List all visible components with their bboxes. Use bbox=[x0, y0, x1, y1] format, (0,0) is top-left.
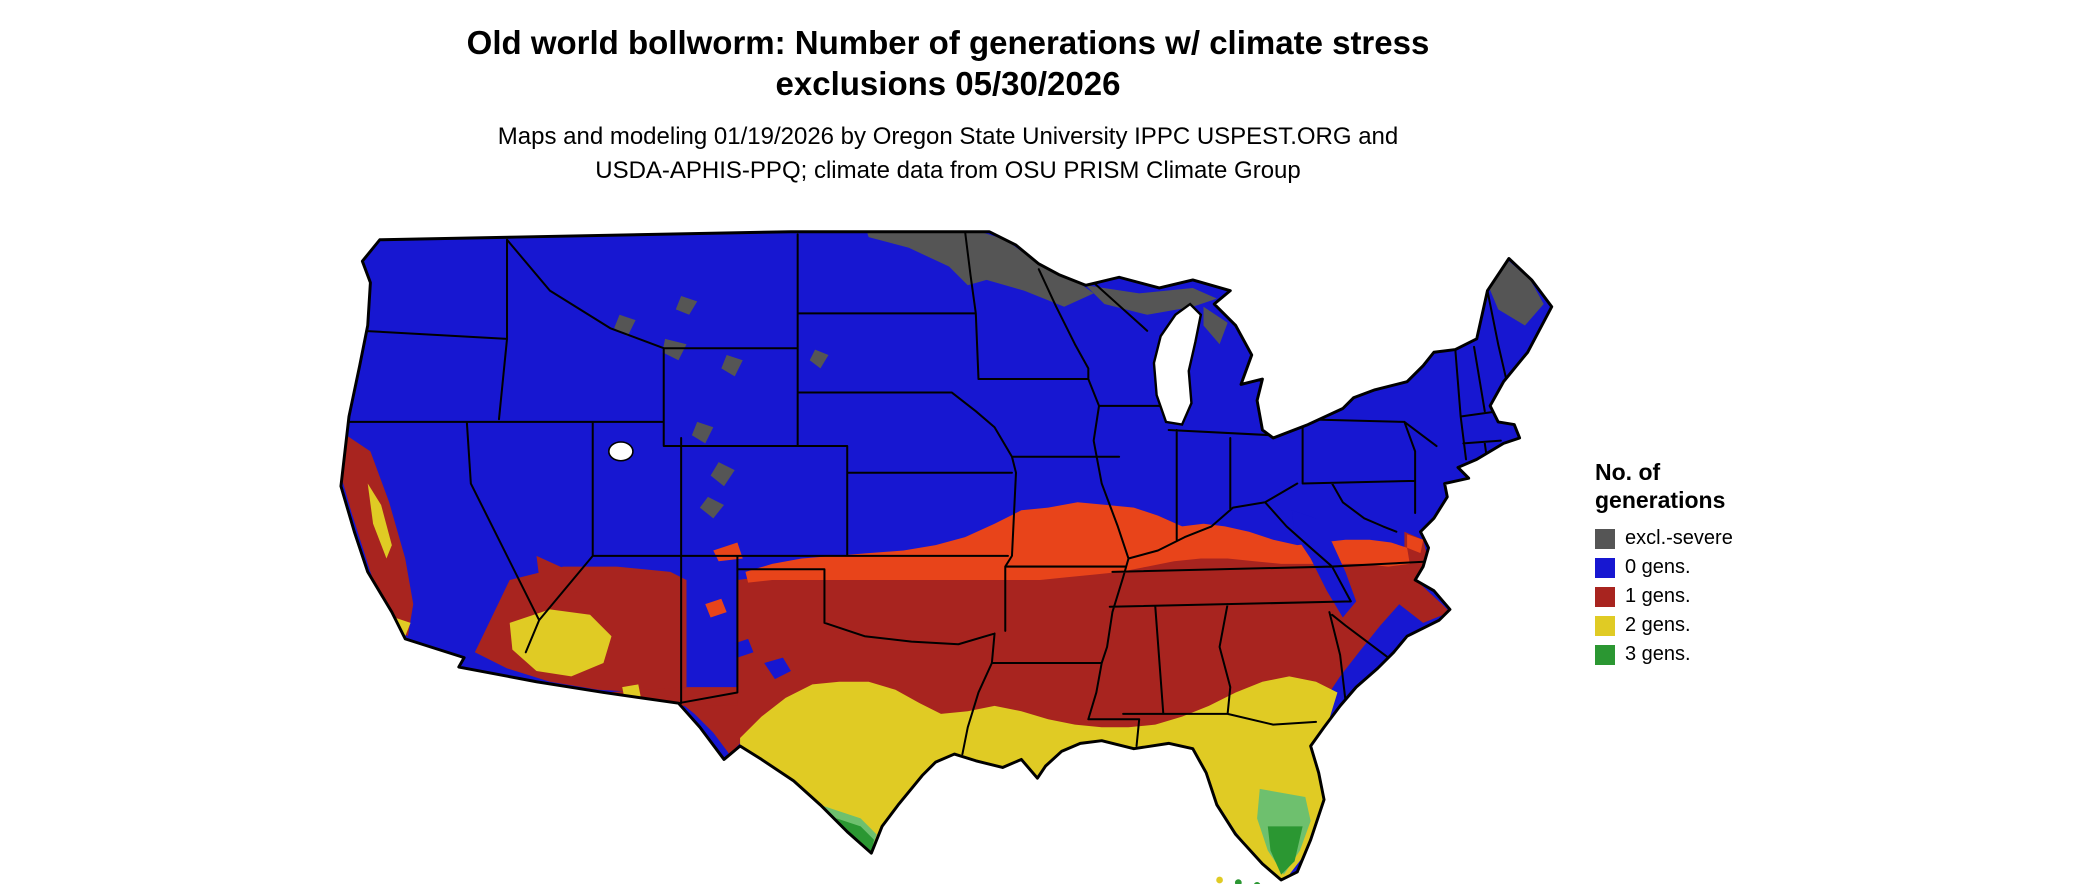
legend-swatch-0-gens bbox=[1595, 557, 1615, 578]
legend-label-3-gens: 3 gens. bbox=[1625, 643, 1691, 665]
page-title-line-1: Old world bollworm: Number of generation… bbox=[466, 24, 1430, 61]
legend-swatch-2-gens bbox=[1595, 615, 1615, 636]
legend-item-2-gens: 2 gens. bbox=[1595, 614, 1875, 637]
subtitle-line-2: USDA-APHIS-PPQ; climate data from OSU PR… bbox=[595, 157, 1301, 184]
subtitle-block: Maps and modeling 01/19/2026 by Oregon S… bbox=[0, 120, 1896, 188]
page-title-line-2: exclusions 05/30/2026 bbox=[775, 65, 1121, 102]
legend-swatch-3-gens bbox=[1595, 644, 1615, 665]
title-block: Old world bollworm: Number of generation… bbox=[0, 22, 1896, 104]
legend-swatch-1-gens bbox=[1595, 586, 1615, 607]
florida-keys-dots bbox=[1216, 876, 1261, 884]
legend: No. of generations excl.-severe 0 gens. … bbox=[1595, 458, 1875, 672]
legend-label-2-gens: 2 gens. bbox=[1625, 614, 1691, 636]
legend-title: No. of generations bbox=[1595, 458, 1875, 514]
us-map bbox=[339, 230, 1554, 884]
legend-label-1-gens: 1 gens. bbox=[1625, 585, 1691, 607]
legend-title-line-2: generations bbox=[1595, 487, 1726, 513]
legend-item-0-gens: 0 gens. bbox=[1595, 556, 1875, 579]
legend-title-line-1: No. of bbox=[1595, 459, 1661, 485]
lake-michigan bbox=[1152, 302, 1203, 426]
legend-item-1-gens: 1 gens. bbox=[1595, 585, 1875, 608]
legend-label-0-gens: 0 gens. bbox=[1625, 556, 1691, 578]
us-outline bbox=[339, 230, 1554, 882]
subtitle-line-1: Maps and modeling 01/19/2026 by Oregon S… bbox=[497, 123, 1399, 150]
region-transition-band bbox=[705, 502, 1424, 618]
legend-item-3-gens: 3 gens. bbox=[1595, 643, 1875, 666]
state-borders bbox=[345, 231, 1508, 756]
legend-label-excl-severe: excl.-severe bbox=[1625, 527, 1733, 549]
legend-swatch-excl-severe bbox=[1595, 528, 1615, 549]
legend-item-excl-severe: excl.-severe bbox=[1595, 527, 1875, 550]
region-3-gens bbox=[836, 818, 1303, 875]
great-salt-lake bbox=[608, 441, 634, 462]
